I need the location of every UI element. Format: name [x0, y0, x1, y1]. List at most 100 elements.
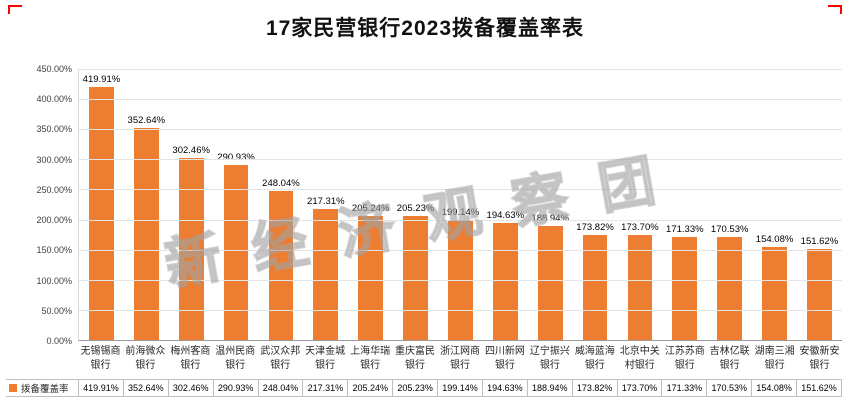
x-category-label: 梅州客商 银行 [170, 346, 211, 371]
y-tick-label: 150.00% [36, 245, 72, 256]
table-value-cell: 170.53% [706, 380, 751, 396]
table-value-cell: 352.64% [122, 380, 168, 396]
bar [762, 247, 787, 340]
table-value-cell: 199.14% [437, 380, 482, 396]
bar [133, 127, 159, 340]
table-value-cell: 151.62% [796, 380, 841, 396]
y-tick-label: 50.00% [41, 305, 72, 316]
gridline [79, 189, 842, 191]
bar [178, 157, 204, 340]
y-axis: 450.00% 400.00% 350.00% 300.00% 250.00% 200.0… [6, 64, 78, 346]
gridline [79, 309, 842, 311]
bar-column: 217.31% [303, 69, 348, 340]
bar-column: 302.46% [169, 69, 214, 340]
bar-value-label: 173.70% [621, 222, 659, 234]
table-value-cell: 173.70% [616, 380, 662, 396]
bar [582, 235, 608, 340]
table-value-cell: 248.04% [257, 380, 303, 396]
table-value-cell: 205.24% [347, 380, 392, 396]
gridline [79, 249, 842, 251]
y-tick-label: 300.00% [36, 154, 72, 165]
bar-column: 352.64% [124, 69, 169, 340]
y-tick-label: 350.00% [36, 124, 72, 135]
bar [537, 226, 563, 340]
bar-column: 205.23% [393, 69, 438, 340]
bar-column: 154.08% [752, 69, 797, 340]
table-value-cell: 171.33% [661, 380, 706, 396]
bar [492, 222, 518, 340]
bar-column: 188.94% [528, 69, 573, 340]
bar-column: 170.53% [707, 69, 752, 340]
x-category-label: 安徽新安 银行 [799, 346, 840, 371]
x-category-label: 吉林亿联 银行 [709, 346, 750, 371]
x-labels: 无锡锡商 银行 前海微众 银行 梅州客商 银行 温州民商 银行 武汉众邦 银行 天津金城 银行 上海华瑞… [78, 341, 842, 377]
bar-column: 205.24% [348, 69, 393, 340]
bar-value-label: 302.46% [172, 144, 210, 156]
bar-value-label: 173.82% [576, 222, 614, 234]
x-category-label: 无锡锡商 银行 [80, 346, 121, 371]
table-value-cell: 154.08% [751, 380, 796, 396]
table-value-cell: 302.46% [167, 380, 213, 396]
legend-label: 拨备覆盖率 [21, 384, 69, 395]
table-value-cell: 188.94% [526, 380, 572, 396]
x-category-label: 天津金城 银行 [305, 346, 346, 371]
x-category-label: 江苏苏商 银行 [664, 346, 705, 371]
chart-area: 450.00% 400.00% 350.00% 300.00% 250.00% 200.0… [6, 64, 842, 397]
bar [89, 87, 114, 340]
y-tick-label: 400.00% [36, 94, 72, 105]
bar-value-label: 188.94% [531, 213, 569, 224]
bar [358, 216, 384, 340]
bar-column: 419.91% [79, 69, 124, 340]
bar-value-label: 217.31% [307, 196, 345, 208]
legend-color-swatch-icon [9, 384, 17, 392]
gridline [79, 99, 842, 101]
bar-value-label: 170.53% [710, 224, 749, 236]
bar-value-label: 154.08% [755, 234, 794, 246]
x-category-label: 武汉众邦 银行 [260, 346, 301, 371]
y-tick-label: 250.00% [36, 184, 72, 195]
gridline [79, 219, 842, 221]
bar-value-label: 205.24% [351, 203, 390, 215]
x-category-label: 温州民商 银行 [215, 346, 256, 371]
y-tick-label: 0.00% [46, 336, 72, 346]
bar-column: 173.70% [618, 69, 663, 340]
bar-value-label: 194.63% [486, 209, 525, 221]
y-tick-label: 200.00% [36, 215, 72, 226]
bar-column: 194.63% [483, 69, 528, 340]
bar [268, 190, 294, 340]
table-value-cell: 419.91% [78, 380, 123, 396]
gridline [79, 279, 842, 281]
x-category-label: 前海微众 银行 [125, 346, 166, 371]
x-category-label: 浙江网商 银行 [439, 346, 480, 371]
bar [807, 248, 832, 340]
x-axis-spacer [6, 341, 78, 377]
bar-column: 173.82% [573, 69, 618, 340]
red-crop-mark-left [8, 5, 22, 14]
x-category-label: 辽宁振兴 银行 [529, 346, 570, 371]
table-value-cell: 290.93% [212, 380, 258, 396]
x-category-label: 上海华瑞 银行 [350, 346, 391, 371]
bar-column: 199.14% [438, 69, 483, 340]
bar-column: 290.93% [214, 69, 259, 340]
bar-value-label: 290.93% [217, 151, 255, 163]
bar [672, 236, 698, 340]
chart-title: 17家民营银行2023拨备覆盖率表 [265, 17, 585, 40]
bar-value-label: 151.62% [800, 235, 839, 247]
bar [313, 209, 339, 340]
table-value-cell: 194.63% [481, 380, 527, 396]
bar [717, 237, 743, 340]
bar-value-label: 419.91% [82, 74, 121, 86]
x-category-label: 四川新网 银行 [484, 346, 525, 371]
legend: 拨备覆盖率 [6, 379, 78, 397]
bar-value-label: 352.64% [127, 114, 166, 126]
gridline [79, 129, 842, 131]
y-tick-label: 450.00% [36, 64, 72, 74]
bar [223, 164, 249, 340]
bar [627, 235, 653, 340]
x-category-label: 威海蓝海 银行 [574, 346, 615, 371]
table-value-cell: 217.31% [302, 380, 347, 396]
y-tick-label: 100.00% [36, 275, 72, 286]
bar-value-label: 205.23% [396, 203, 435, 215]
plot-area: 419.91% 352.64% 302.46% 290.93% 248.04% 217.3… [78, 69, 842, 341]
